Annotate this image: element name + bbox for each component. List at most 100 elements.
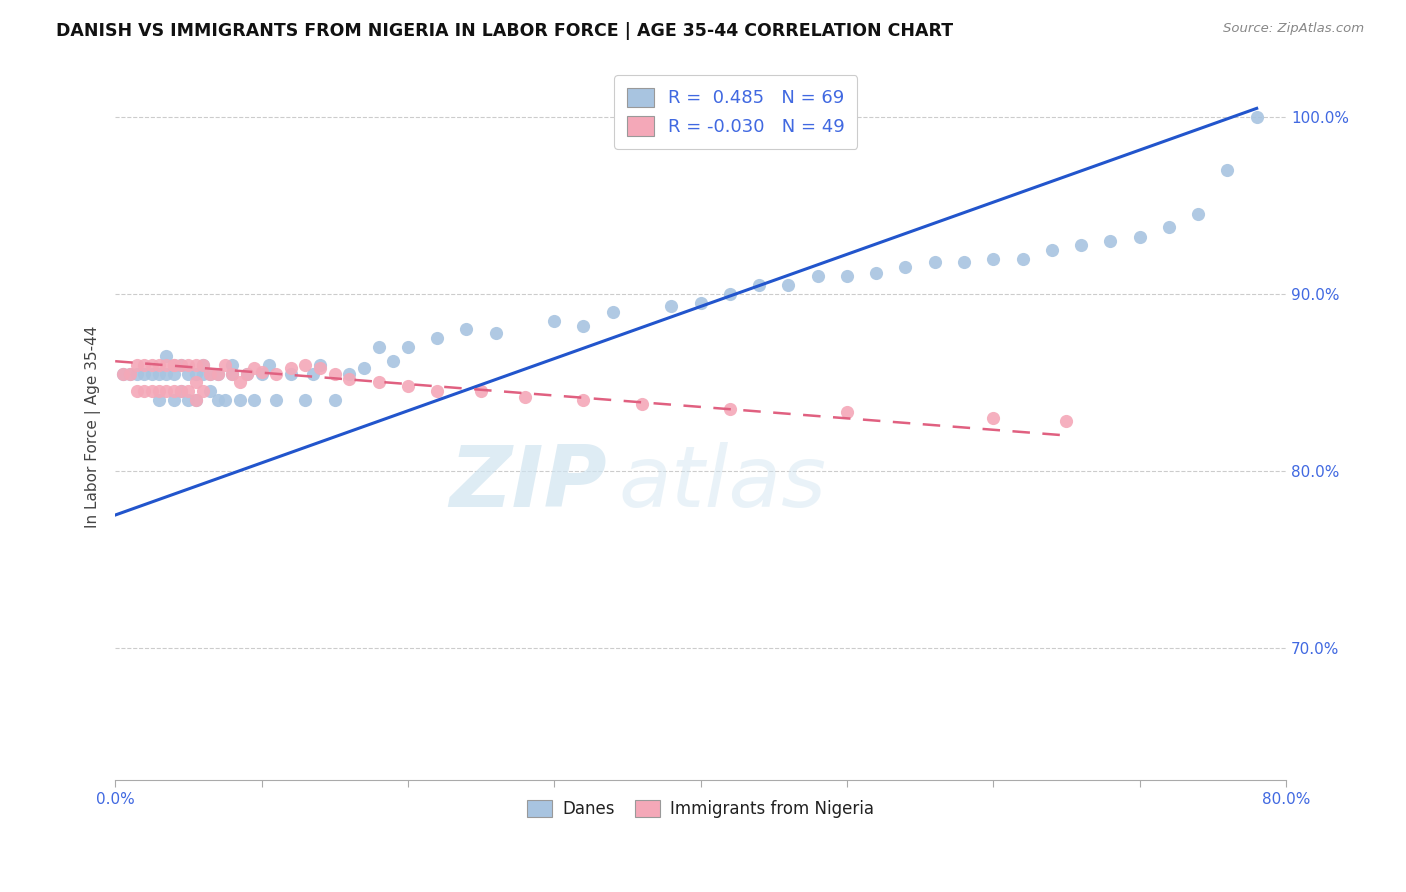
Point — [177, 384, 200, 399]
Point — [513, 390, 536, 404]
Point — [127, 367, 149, 381]
Point — [396, 379, 419, 393]
Point — [184, 393, 207, 408]
Point — [718, 287, 741, 301]
Point — [191, 358, 214, 372]
Point — [184, 358, 207, 372]
Point — [778, 278, 800, 293]
Point — [894, 260, 917, 275]
Point — [689, 296, 711, 310]
Point — [748, 278, 770, 293]
Point — [236, 367, 259, 381]
Point — [280, 367, 302, 381]
Point — [294, 393, 316, 408]
Point — [294, 358, 316, 372]
Point — [337, 372, 360, 386]
Point — [323, 393, 346, 408]
Point — [170, 358, 193, 372]
Text: atlas: atlas — [619, 442, 827, 524]
Point — [177, 358, 200, 372]
Point — [118, 367, 141, 381]
Point — [426, 331, 449, 345]
Point — [257, 358, 280, 372]
Point — [543, 313, 565, 327]
Point — [1040, 243, 1063, 257]
Point — [127, 358, 149, 372]
Point — [163, 384, 186, 399]
Point — [264, 367, 287, 381]
Point — [170, 384, 193, 399]
Point — [367, 340, 389, 354]
Point — [170, 384, 193, 399]
Point — [111, 367, 134, 381]
Point — [1099, 234, 1122, 248]
Point — [163, 358, 186, 372]
Point — [1187, 207, 1209, 221]
Point — [111, 367, 134, 381]
Point — [470, 384, 492, 399]
Point — [236, 367, 259, 381]
Point — [155, 367, 177, 381]
Point — [309, 361, 332, 376]
Point — [1157, 219, 1180, 234]
Point — [1216, 163, 1239, 178]
Point — [426, 384, 449, 399]
Point — [221, 358, 243, 372]
Point — [163, 367, 186, 381]
Point — [456, 322, 478, 336]
Point — [981, 252, 1004, 266]
Legend: Danes, Immigrants from Nigeria: Danes, Immigrants from Nigeria — [520, 794, 880, 825]
Point — [155, 349, 177, 363]
Point — [280, 361, 302, 376]
Point — [170, 358, 193, 372]
Point — [337, 367, 360, 381]
Point — [981, 410, 1004, 425]
Point — [953, 255, 976, 269]
Point — [301, 367, 323, 381]
Point — [924, 255, 946, 269]
Point — [228, 376, 250, 390]
Point — [659, 299, 682, 313]
Y-axis label: In Labor Force | Age 35-44: In Labor Force | Age 35-44 — [86, 326, 101, 528]
Point — [602, 304, 624, 318]
Point — [572, 393, 595, 408]
Point — [163, 358, 186, 372]
Point — [250, 367, 273, 381]
Point — [367, 376, 389, 390]
Point — [191, 384, 214, 399]
Point — [207, 367, 229, 381]
Point — [155, 384, 177, 399]
Point — [835, 269, 858, 284]
Point — [200, 367, 222, 381]
Point — [1054, 414, 1077, 428]
Point — [141, 384, 163, 399]
Point — [177, 393, 200, 408]
Point — [221, 367, 243, 381]
Point — [184, 367, 207, 381]
Point — [200, 384, 222, 399]
Point — [184, 376, 207, 390]
Point — [1070, 237, 1092, 252]
Point — [228, 393, 250, 408]
Point — [191, 358, 214, 372]
Point — [243, 393, 266, 408]
Point — [1011, 252, 1033, 266]
Point — [148, 367, 170, 381]
Point — [396, 340, 419, 354]
Point — [141, 367, 163, 381]
Point — [631, 397, 654, 411]
Point — [572, 318, 595, 333]
Point — [148, 393, 170, 408]
Point — [221, 367, 243, 381]
Point — [155, 358, 177, 372]
Point — [382, 354, 405, 368]
Point — [485, 326, 508, 340]
Point — [214, 393, 236, 408]
Point — [214, 358, 236, 372]
Point — [177, 367, 200, 381]
Point — [865, 266, 887, 280]
Point — [200, 367, 222, 381]
Point — [207, 367, 229, 381]
Text: ZIP: ZIP — [450, 442, 607, 524]
Point — [718, 401, 741, 416]
